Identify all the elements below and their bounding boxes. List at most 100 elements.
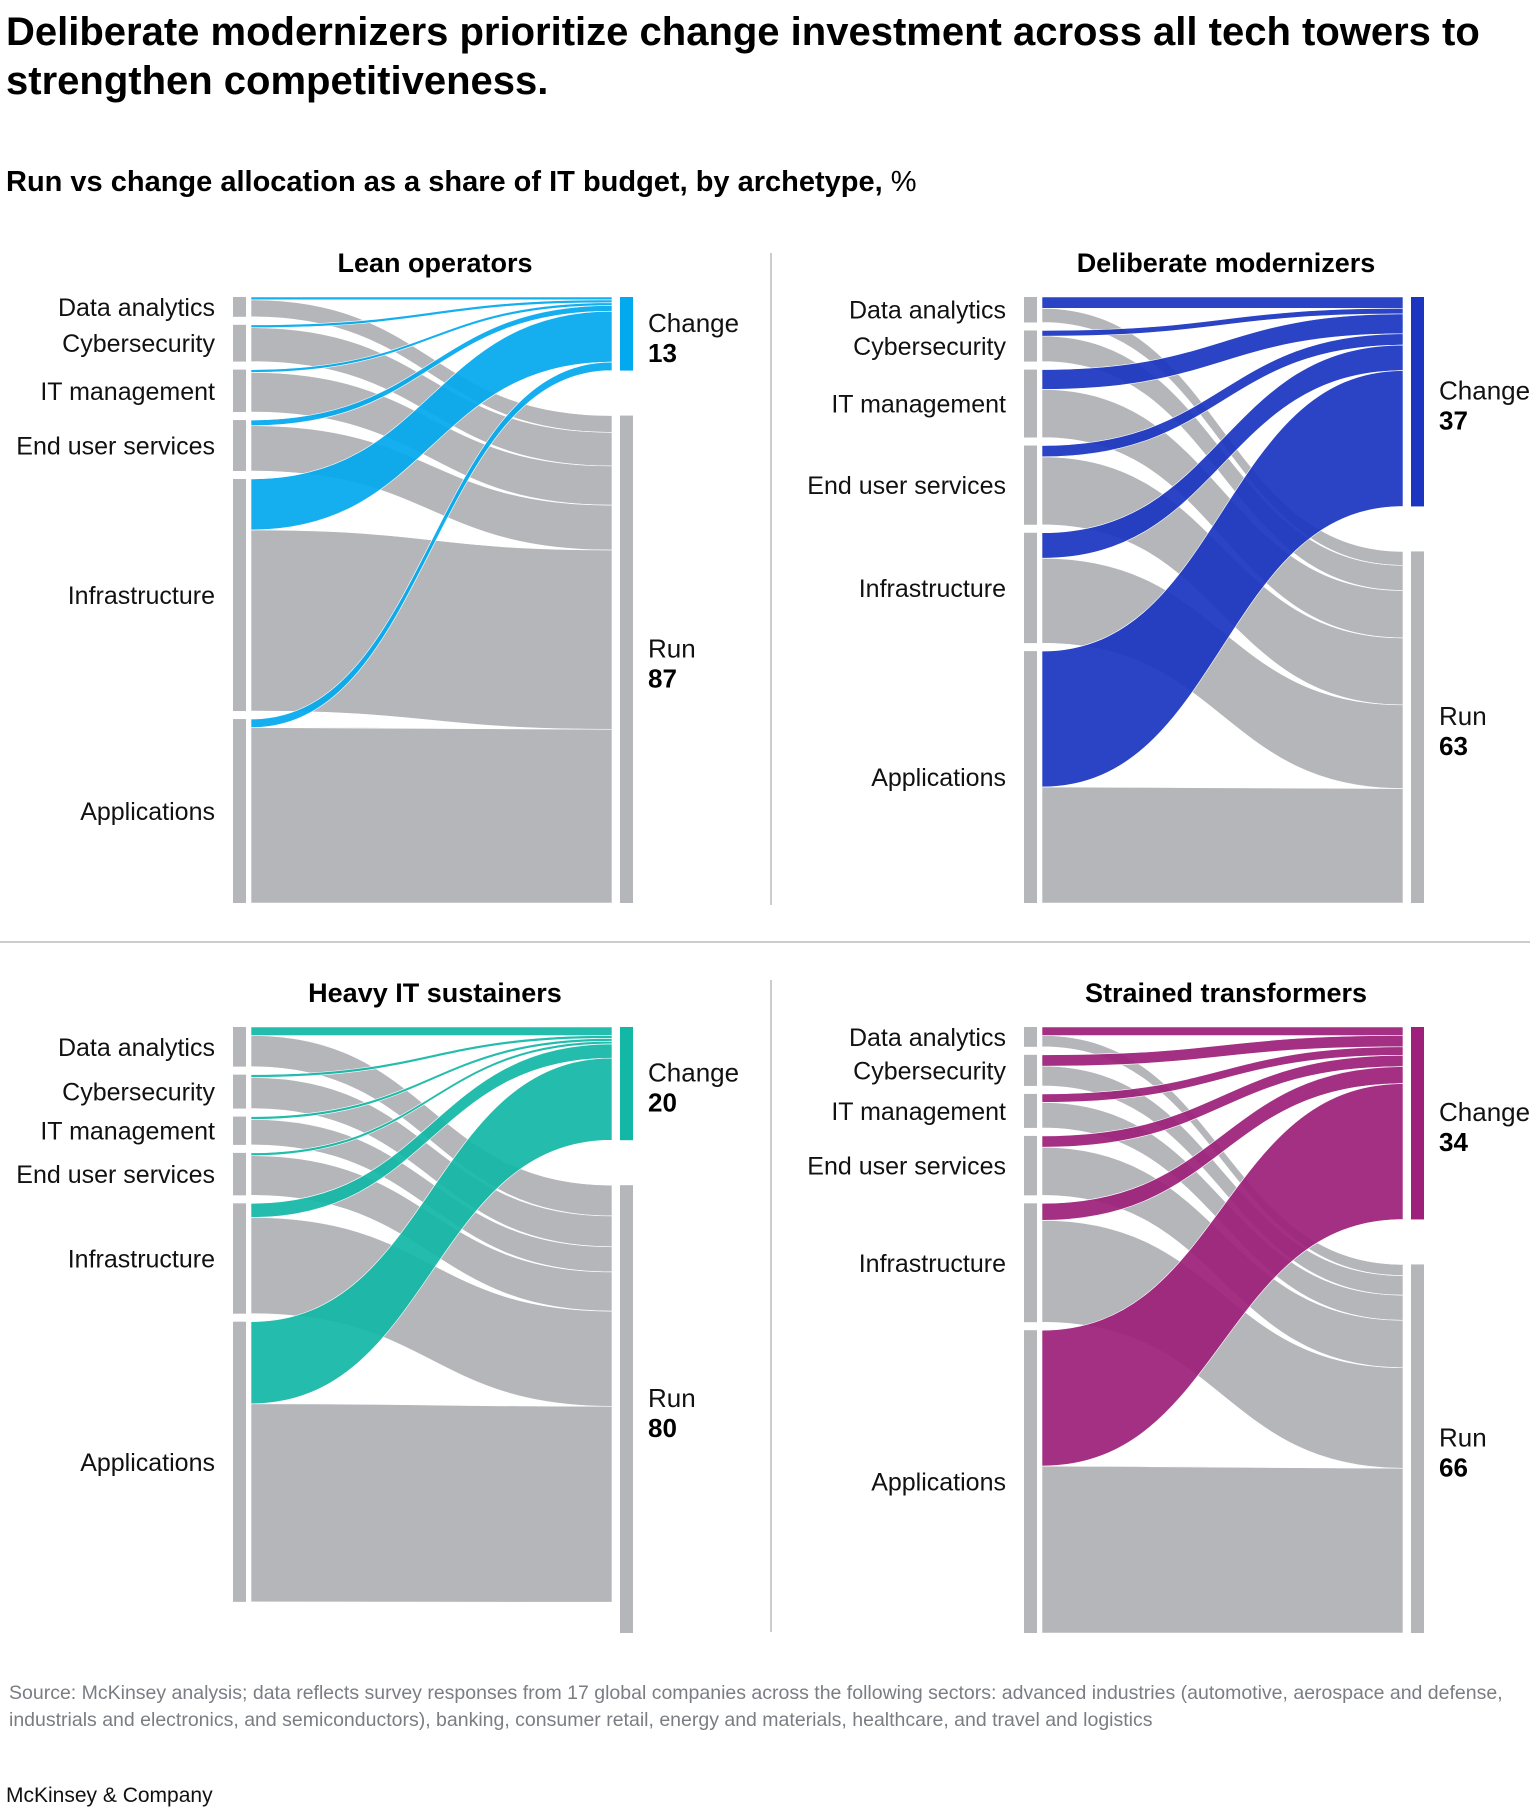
change-value: 13 — [648, 338, 677, 368]
category-label-infrastructure: Infrastructure — [859, 1250, 1006, 1278]
node-bar-end-user-services — [233, 420, 246, 471]
run-value: 66 — [1439, 1453, 1468, 1483]
category-label-applications: Applications — [80, 1449, 215, 1477]
category-label-infrastructure: Infrastructure — [68, 1246, 215, 1274]
category-label-cybersecurity: Cybersecurity — [853, 333, 1006, 361]
panel-title: Heavy IT sustainers — [308, 978, 562, 1008]
change-label: Change — [1439, 1097, 1530, 1127]
node-bar-it-management — [233, 369, 246, 413]
category-label-applications: Applications — [871, 1469, 1006, 1497]
change-overlap-data-analytics — [1042, 1027, 1403, 1035]
node-bar-applications — [1024, 1330, 1037, 1633]
change-overlap-data-analytics — [251, 1027, 612, 1035]
change-flow-applications — [250, 361, 613, 728]
run-label: Run — [648, 633, 696, 663]
run-total-bar — [1411, 551, 1424, 903]
node-bar-it-management — [1024, 369, 1037, 438]
panel-title: Strained transformers — [1085, 978, 1367, 1008]
category-label-it-management: IT management — [40, 1118, 215, 1146]
node-bar-cybersecurity — [1024, 1054, 1037, 1086]
node-bar-data-analytics — [233, 297, 246, 317]
headline: Deliberate modernizers prioritize change… — [6, 10, 1480, 103]
change-flow-applications — [1041, 1083, 1404, 1467]
chart-subtitle: Run vs change allocation as a share of I… — [6, 166, 917, 199]
run-label: Run — [648, 1383, 696, 1413]
change-total-bar — [1411, 297, 1424, 507]
run-flow-applications — [1041, 1465, 1404, 1634]
node-bar-data-analytics — [1024, 297, 1037, 323]
change-overlap-data-analytics — [251, 297, 612, 300]
category-label-it-management: IT management — [831, 1098, 1006, 1126]
node-bar-infrastructure — [1024, 532, 1037, 644]
category-label-infrastructure: Infrastructure — [68, 582, 215, 610]
category-label-applications: Applications — [871, 764, 1006, 792]
category-label-end-user-services: End user services — [807, 1153, 1006, 1181]
category-label-infrastructure: Infrastructure — [859, 575, 1006, 603]
run-value: 80 — [648, 1413, 677, 1443]
run-value: 63 — [1439, 731, 1468, 761]
sankey-heavy-it-sustainers: Heavy IT sustainers Data analytics Cyberse… — [16, 978, 739, 1633]
category-label-end-user-services: End user services — [16, 1161, 215, 1189]
change-total-bar — [620, 297, 633, 371]
category-label-applications: Applications — [80, 798, 215, 826]
node-bar-data-analytics — [233, 1027, 246, 1067]
subtitle-unit: % — [890, 166, 917, 198]
category-label-end-user-services: End user services — [807, 472, 1006, 500]
run-flow-applications — [250, 727, 613, 904]
panel-title: Lean operators — [337, 248, 532, 278]
change-label: Change — [648, 1058, 739, 1088]
change-total-bar — [1411, 1027, 1424, 1220]
category-label-it-management: IT management — [831, 391, 1006, 419]
change-total-bar — [620, 1027, 633, 1141]
run-total-bar — [1411, 1264, 1424, 1633]
category-label-end-user-services: End user services — [16, 433, 215, 461]
subtitle-text: Run vs change allocation as a share of I… — [6, 166, 883, 198]
node-bar-cybersecurity — [233, 1074, 246, 1109]
node-bar-cybersecurity — [1024, 330, 1037, 362]
change-label: Change — [648, 308, 739, 338]
node-bar-end-user-services — [233, 1152, 246, 1196]
source-note: Source: McKinsey analysis; data reflects… — [9, 1682, 1503, 1731]
change-label: Change — [1439, 376, 1530, 406]
category-label-data-analytics: Data analytics — [58, 294, 215, 322]
node-bar-end-user-services — [1024, 445, 1037, 525]
sankey-strained-transformers: Strained transformers Data analytics Cyber… — [807, 978, 1530, 1634]
node-bar-applications — [1024, 651, 1037, 903]
node-bar-it-management — [233, 1116, 246, 1145]
change-value: 34 — [1439, 1127, 1468, 1157]
sankey-deliberate-modernizers: Deliberate modernizers Data analytics Cybe… — [807, 248, 1530, 904]
run-label: Run — [1439, 1423, 1487, 1453]
category-label-it-management: IT management — [40, 378, 215, 406]
run-value: 87 — [648, 663, 677, 693]
node-bar-infrastructure — [233, 478, 246, 712]
panel-title: Deliberate modernizers — [1077, 248, 1376, 278]
run-flow-infrastructure — [250, 529, 613, 730]
run-flow-applications — [1041, 786, 1404, 904]
run-label: Run — [1439, 701, 1487, 731]
run-flow-applications — [250, 1403, 613, 1603]
sankey-lean-operators: Lean operators Data analytics Cybersecurit… — [16, 248, 739, 904]
change-value: 37 — [1439, 406, 1468, 436]
node-bar-applications — [233, 1321, 246, 1602]
category-label-cybersecurity: Cybersecurity — [853, 1057, 1006, 1085]
change-overlap-data-analytics — [1042, 297, 1403, 308]
node-bar-infrastructure — [233, 1203, 246, 1314]
brand-name: McKinsey & Company — [6, 1784, 213, 1807]
category-label-data-analytics: Data analytics — [849, 1024, 1006, 1052]
category-label-data-analytics: Data analytics — [849, 297, 1006, 325]
change-value: 20 — [648, 1088, 677, 1118]
change-flow-applications — [1041, 370, 1404, 788]
category-label-data-analytics: Data analytics — [58, 1034, 215, 1062]
run-total-bar — [620, 1185, 633, 1633]
category-label-cybersecurity: Cybersecurity — [62, 1079, 215, 1107]
node-bar-end-user-services — [1024, 1135, 1037, 1196]
node-bar-cybersecurity — [233, 324, 246, 362]
node-bar-applications — [233, 719, 246, 903]
run-total-bar — [620, 415, 633, 903]
node-bar-it-management — [1024, 1093, 1037, 1128]
node-bar-data-analytics — [1024, 1027, 1037, 1047]
change-flow-applications — [250, 1057, 613, 1405]
node-bar-infrastructure — [1024, 1203, 1037, 1323]
category-label-cybersecurity: Cybersecurity — [62, 330, 215, 358]
